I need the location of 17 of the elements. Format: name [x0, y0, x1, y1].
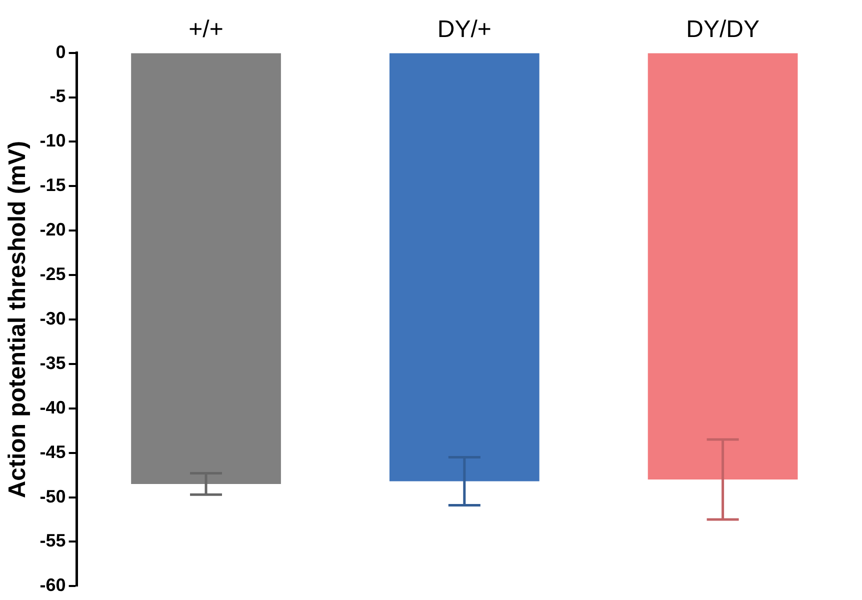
y-axis-title: Action potential threshold (mV): [4, 140, 32, 498]
y-tick-label: -10: [40, 130, 66, 151]
x-tick-label: +/+: [188, 16, 224, 44]
y-tick-label: -50: [40, 486, 66, 506]
y-tick-label: -5: [50, 86, 66, 106]
y-tick-label: -45: [40, 442, 66, 462]
y-tick-label: -60: [40, 575, 66, 596]
y-tick-label: -25: [40, 264, 66, 284]
y-tick-label: -30: [40, 308, 66, 328]
y-tick-label: 0: [56, 42, 66, 62]
x-tick-label: DY/DY: [686, 16, 760, 44]
x-tick-label: DY/+: [437, 16, 492, 44]
y-tick-label: -40: [40, 397, 66, 418]
y-tick-label: -15: [40, 175, 66, 196]
y-tick-label: -20: [40, 220, 66, 240]
y-tick-label: -35: [40, 352, 66, 373]
y-tick-label: -55: [40, 530, 66, 551]
